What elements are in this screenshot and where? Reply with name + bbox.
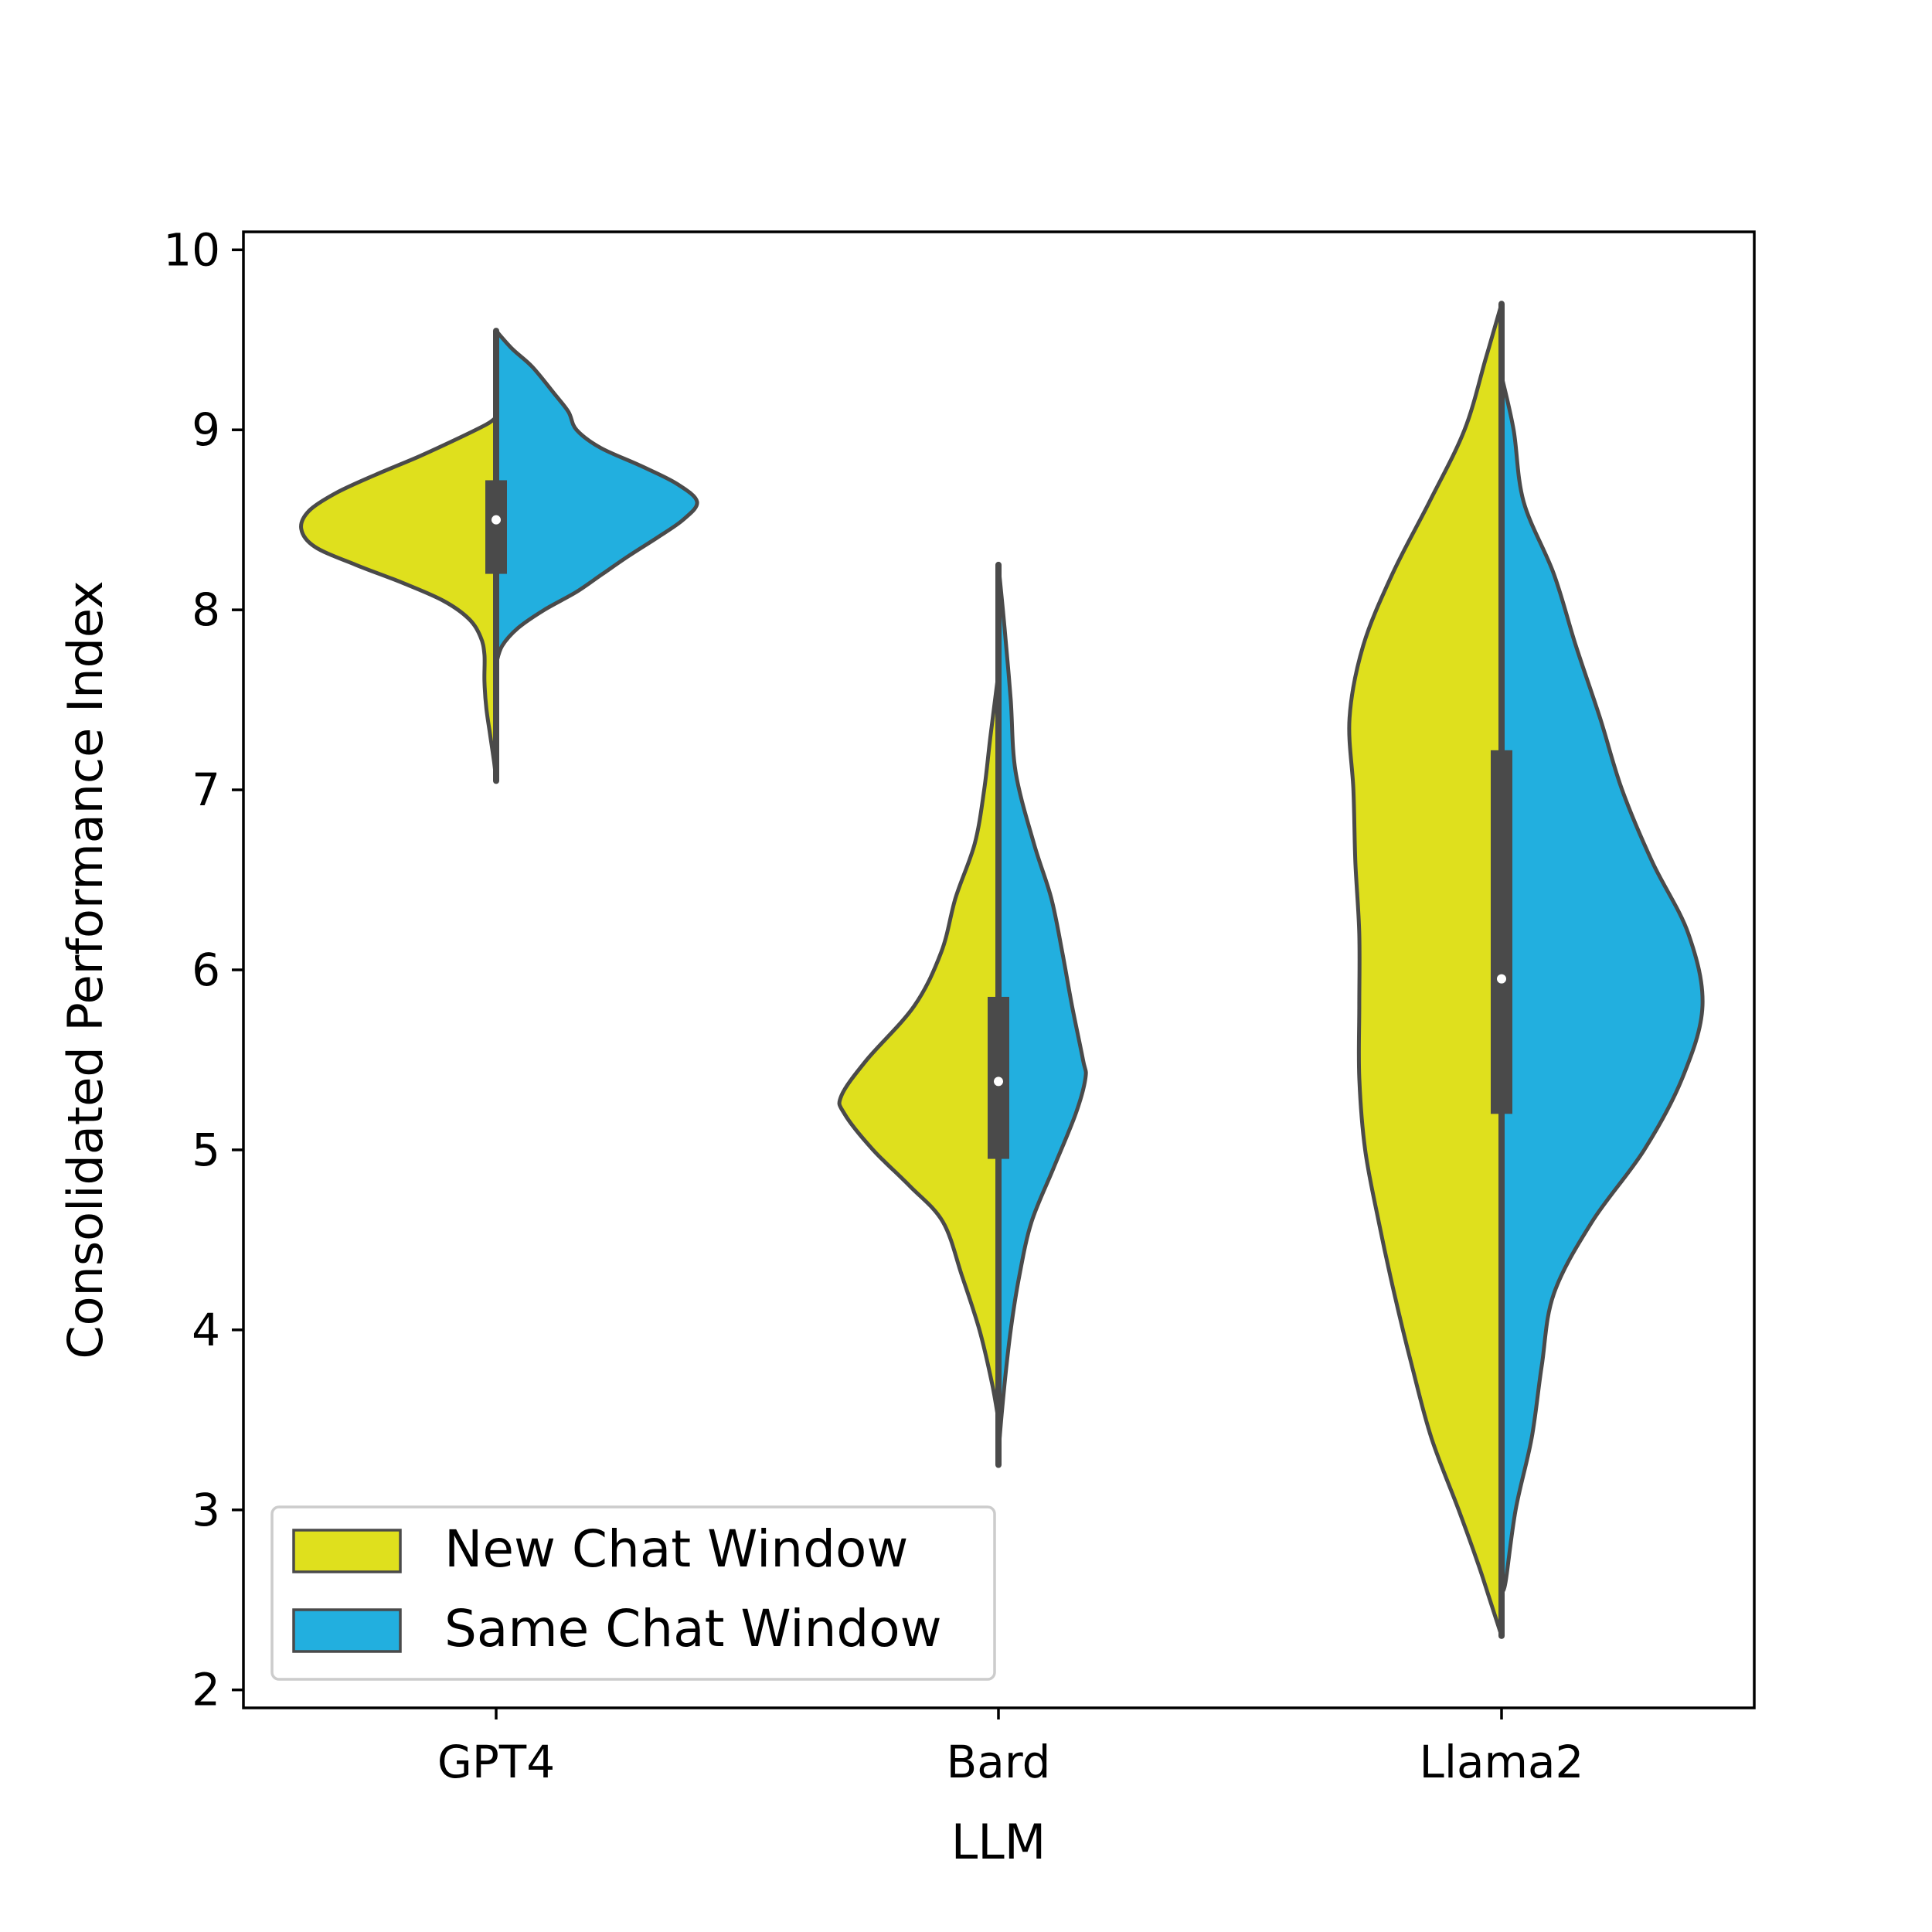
y-tick-label-9: 9 bbox=[192, 403, 220, 456]
median-dot-bard bbox=[994, 1077, 1003, 1087]
legend-label-same-chat-window: Same Chat Window bbox=[444, 1599, 942, 1658]
legend-label-new-chat-window: New Chat Window bbox=[444, 1519, 908, 1579]
median-dot-gpt4 bbox=[492, 515, 501, 525]
violin-gpt4-same-chat-window bbox=[494, 328, 699, 666]
y-tick-label-4: 4 bbox=[192, 1304, 220, 1356]
legend: New Chat Window Same Chat Window bbox=[270, 1505, 996, 1681]
x-axis-label: LLM bbox=[951, 1814, 1046, 1870]
y-axis-label: Consolidated Performance Index bbox=[57, 580, 114, 1359]
boxes-layer bbox=[485, 301, 1512, 1639]
violin-bard-same-chat-window bbox=[996, 563, 1088, 1467]
violin-llama2-new-chat-window bbox=[1347, 301, 1504, 1638]
violin-gpt4-new-chat-window bbox=[299, 415, 498, 783]
x-tick-label-bard: Bard bbox=[947, 1736, 1051, 1788]
legend-swatch-same-chat-window bbox=[292, 1608, 402, 1653]
y-tick-label-8: 8 bbox=[192, 583, 220, 636]
legend-box bbox=[270, 1505, 996, 1681]
y-tick-label-6: 6 bbox=[192, 944, 220, 996]
y-tick-label-7: 7 bbox=[192, 764, 220, 816]
x-tick-label-gpt4: GPT4 bbox=[437, 1736, 555, 1788]
x-tick-label-llama2: Llama2 bbox=[1420, 1736, 1584, 1788]
iqr-box-llama2 bbox=[1491, 750, 1512, 1114]
y-tick-label-3: 3 bbox=[192, 1484, 220, 1536]
y-tick-label-2: 2 bbox=[192, 1664, 220, 1716]
violins-layer bbox=[299, 301, 1705, 1638]
median-dot-llama2 bbox=[1497, 974, 1506, 984]
x-axis-ticks: GPT4 Bard Llama2 bbox=[437, 1708, 1584, 1788]
y-tick-label-10: 10 bbox=[163, 223, 220, 276]
violin-llama2-same-chat-window bbox=[1499, 373, 1705, 1594]
iqr-box-gpt4 bbox=[485, 480, 507, 574]
legend-swatch-new-chat-window bbox=[292, 1529, 402, 1573]
y-axis-ticks: 2 3 4 5 6 7 8 9 10 bbox=[163, 223, 243, 1716]
y-tick-label-5: 5 bbox=[192, 1124, 220, 1176]
violin-bard-new-chat-window bbox=[837, 671, 1001, 1422]
